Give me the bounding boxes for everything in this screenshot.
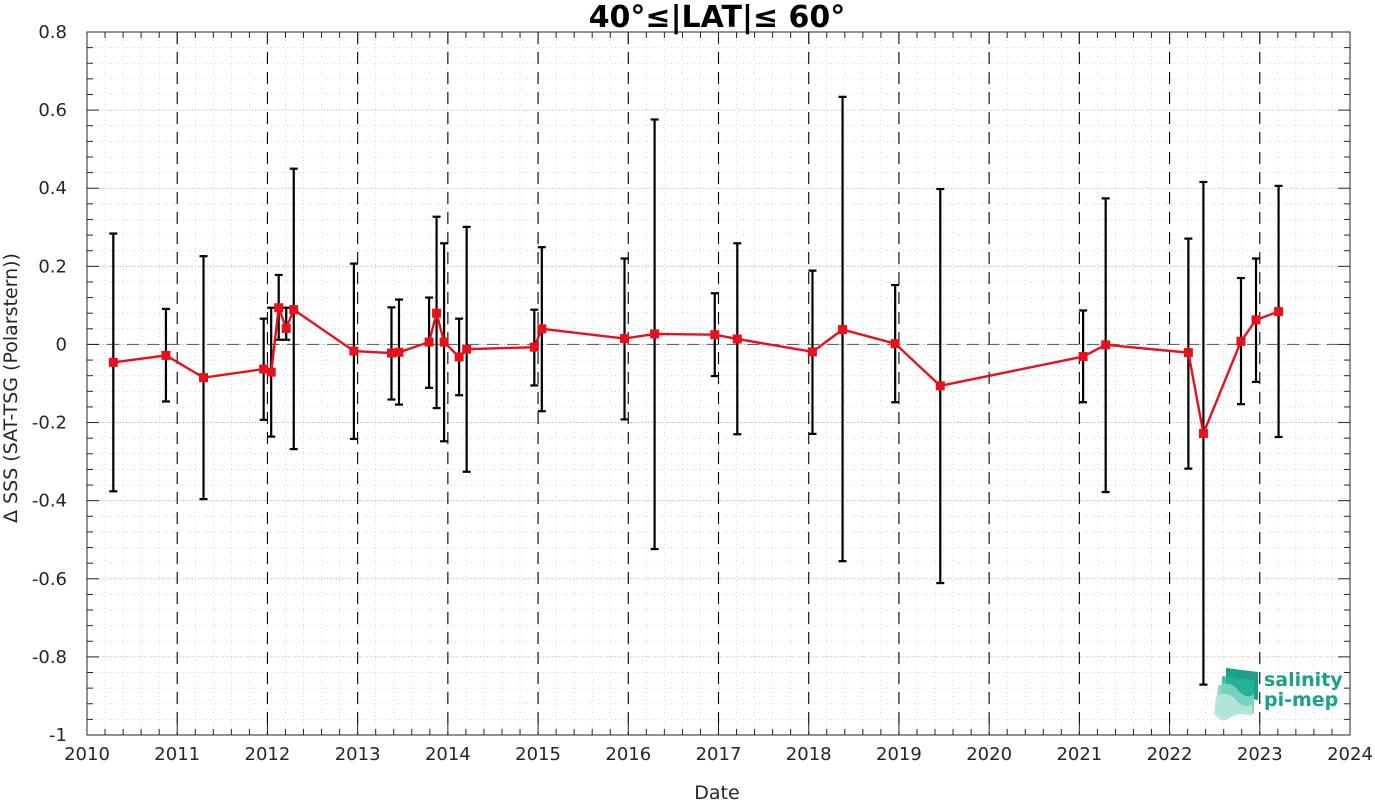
salinity-pi-mep-logo: salinity pi-mep xyxy=(1214,668,1343,721)
data-point xyxy=(439,337,449,347)
minor-grid xyxy=(86,31,1351,736)
data-point xyxy=(281,323,291,333)
y-axis-label: Δ SSS (SAT-TSG (Polarstern)) xyxy=(0,253,22,523)
x-tick-label: 2016 xyxy=(605,744,651,765)
data-point xyxy=(838,325,848,335)
data-point xyxy=(1183,348,1193,358)
x-tick-label: 2019 xyxy=(876,744,922,765)
axis-ticks xyxy=(86,31,1351,736)
logo-text-pi-mep: pi-mep xyxy=(1264,689,1338,711)
x-tick-label: 2015 xyxy=(515,744,561,765)
data-point xyxy=(650,329,660,339)
y-tick-label: -1 xyxy=(49,725,67,746)
data-point xyxy=(108,357,118,367)
data-point xyxy=(1078,352,1088,362)
data-point xyxy=(1274,307,1284,317)
x-tick-label: 2018 xyxy=(786,744,832,765)
chart-title: 40°≤|LAT|≤ 60° xyxy=(589,0,846,35)
x-tick-label: 2010 xyxy=(64,744,110,765)
data-point xyxy=(394,347,404,357)
data-point xyxy=(289,305,299,315)
data-point xyxy=(424,337,434,347)
data-point xyxy=(386,348,396,358)
x-tick-label: 2012 xyxy=(245,744,291,765)
data-point xyxy=(620,334,630,344)
data-point xyxy=(935,381,945,391)
data-point xyxy=(266,367,276,377)
data-point xyxy=(259,364,269,374)
data-point xyxy=(710,330,720,340)
data-point xyxy=(537,324,547,334)
x-tick-label: 2021 xyxy=(1056,744,1102,765)
data-point xyxy=(274,303,284,313)
logo-text-salinity: salinity xyxy=(1264,669,1343,691)
data-point xyxy=(462,344,472,354)
y-tick-label: 0.4 xyxy=(38,178,67,199)
y-tick-label: -0.2 xyxy=(32,413,67,434)
data-point xyxy=(432,308,442,318)
wave-logo-icon xyxy=(1214,668,1258,721)
x-tick-label: 2011 xyxy=(154,744,200,765)
data-point xyxy=(199,373,209,383)
x-tick-label: 2024 xyxy=(1327,744,1373,765)
x-tick-label: 2023 xyxy=(1237,744,1283,765)
x-tick-label: 2017 xyxy=(696,744,742,765)
x-tick-label: 2020 xyxy=(966,744,1012,765)
x-tick-label: 2013 xyxy=(335,744,381,765)
data-point xyxy=(349,346,359,356)
x-tick-label: 2014 xyxy=(425,744,471,765)
x-axis-label: Date xyxy=(694,782,739,801)
y-tick-label: 0.2 xyxy=(38,256,67,277)
data-point xyxy=(732,334,742,344)
data-point xyxy=(890,339,900,349)
y-tick-label: -0.8 xyxy=(32,647,67,668)
x-tick-labels: 2010 2011 2012 2013 2014 2015 2016 2017 2018 2019… xyxy=(64,744,1373,765)
y-tick-label: 0 xyxy=(56,334,67,355)
error-bar xyxy=(282,306,291,341)
data-point xyxy=(529,342,539,352)
year-divider-lines xyxy=(176,32,1261,735)
data-point xyxy=(454,352,464,362)
data-point xyxy=(807,347,817,357)
y-tick-label: 0.6 xyxy=(38,100,67,121)
data-point xyxy=(1251,315,1261,325)
y-tick-labels: -1 -0.8 -0.6 -0.4 -0.2 0 0.2 0.4 0.6 0.8 xyxy=(32,22,67,746)
data-point xyxy=(161,350,171,360)
y-tick-label: -0.4 xyxy=(32,491,67,512)
x-tick-label: 2022 xyxy=(1147,744,1193,765)
data-point xyxy=(1101,340,1111,350)
y-tick-label: 0.8 xyxy=(38,22,67,43)
data-point xyxy=(1198,428,1208,438)
y-tick-label: -0.6 xyxy=(32,569,67,590)
series-markers xyxy=(108,303,1284,438)
data-point xyxy=(1236,336,1246,346)
